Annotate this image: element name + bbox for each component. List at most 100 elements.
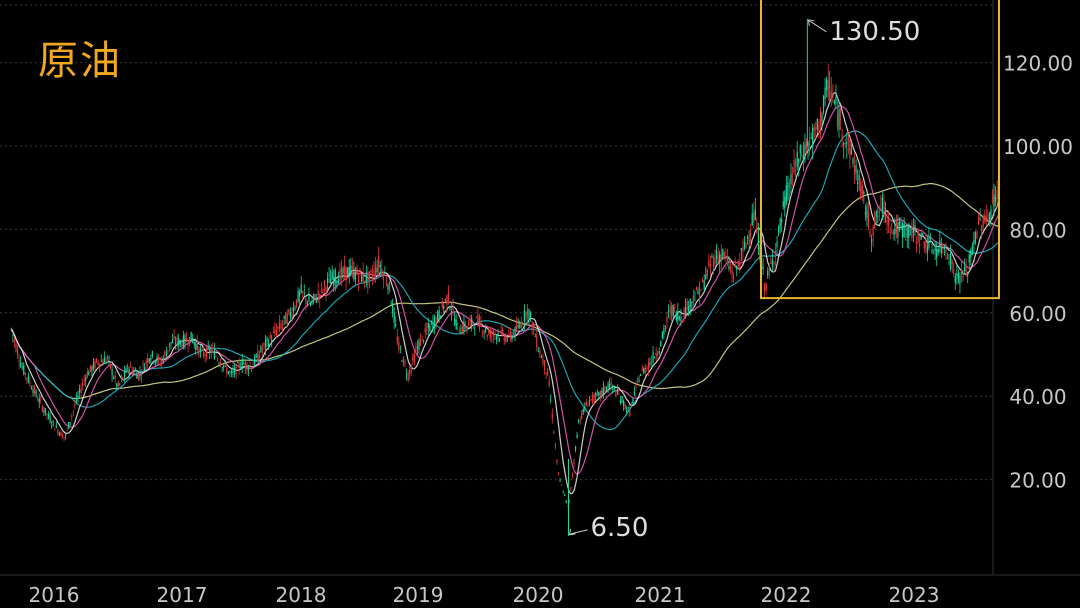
candle-body [450, 311, 453, 313]
candle-body [86, 372, 88, 378]
candle-body [401, 360, 403, 362]
candle-body [640, 374, 642, 377]
candle-body [72, 410, 74, 412]
candle-body [198, 347, 200, 356]
candle-body [374, 264, 377, 276]
candle-body [691, 301, 693, 303]
candle-body [987, 218, 989, 220]
candle-body [748, 240, 750, 242]
candle-body [312, 294, 315, 299]
candle-body [24, 372, 26, 376]
candle-body [957, 273, 959, 279]
candle-body [818, 125, 820, 131]
candle-body [657, 354, 659, 356]
candle-body [333, 276, 335, 286]
candle-body [164, 351, 166, 353]
candle-body [756, 221, 758, 234]
candle-body [968, 254, 970, 263]
candle-body [943, 245, 946, 250]
candle-body [130, 365, 132, 368]
candle-body [719, 253, 721, 264]
candle-body [945, 249, 947, 253]
candle-body [368, 271, 370, 280]
candle-body [568, 500, 570, 503]
candle-body [612, 385, 614, 388]
candle-body [66, 428, 68, 430]
candle-body [274, 328, 276, 334]
candle-body [388, 281, 391, 292]
candle-body [91, 366, 93, 372]
annotation-label: 6.50 [591, 513, 649, 543]
candle-body [616, 389, 618, 393]
candle-body [557, 473, 560, 475]
candle-body [684, 307, 687, 317]
candle-body [519, 325, 521, 328]
candle-body [412, 356, 414, 361]
candle-body [233, 367, 236, 373]
candle-body [322, 289, 324, 294]
annotation-arrow [569, 528, 576, 536]
candle-body [833, 100, 835, 104]
candle-body [382, 272, 384, 281]
candle-body [46, 413, 48, 415]
candle-body [373, 269, 375, 276]
candle-body [739, 262, 741, 269]
candle-body [860, 181, 862, 198]
candle-body [582, 409, 584, 412]
candle-body [967, 272, 969, 277]
candle-body [357, 276, 360, 283]
candle-body [647, 362, 649, 370]
candle-body [12, 334, 14, 336]
candle-body [815, 128, 817, 130]
candle-body [10, 328, 12, 330]
candle-body [993, 194, 995, 208]
candle-body [83, 380, 85, 382]
candle-body [413, 353, 415, 363]
candle-body [970, 250, 972, 258]
candle-body [32, 389, 34, 393]
candle-body [694, 299, 696, 301]
candle-body [362, 271, 364, 281]
candle-body [35, 391, 37, 396]
candle-body [57, 429, 59, 434]
candle-body [771, 259, 773, 266]
candle-body [706, 268, 708, 277]
candle-body [109, 364, 112, 369]
candle-body [736, 266, 738, 269]
candle-body [466, 325, 468, 329]
candle-body [698, 283, 701, 299]
candle-body [653, 357, 656, 359]
candle-body [268, 343, 270, 348]
candle-body [92, 362, 95, 369]
ma-line-longest [10, 182, 999, 400]
candle-body [254, 356, 256, 365]
candle-body [399, 348, 401, 350]
candle-body [579, 420, 581, 422]
candle-body [796, 151, 798, 167]
candle-body [669, 306, 671, 313]
candle-body [777, 227, 780, 233]
candle-body [576, 434, 578, 439]
candle-body [857, 181, 859, 184]
candle-body [894, 228, 896, 235]
candle-body [991, 198, 994, 199]
x-tick-label: 2016 [29, 583, 80, 607]
candle-body [599, 391, 601, 397]
candle-body [367, 271, 369, 286]
candle-body [54, 428, 56, 430]
candle-body [407, 373, 409, 381]
candle-body [475, 316, 477, 318]
candle-body [526, 308, 529, 317]
candle-body [660, 340, 662, 347]
candle-body [858, 175, 860, 181]
candle-body [477, 314, 479, 324]
y-tick-label: 120.00 [1003, 52, 1073, 76]
candle-body [605, 387, 608, 391]
candle-body [359, 268, 361, 271]
candle-body [99, 363, 101, 367]
candle-body [714, 256, 716, 265]
candle-body [348, 266, 350, 277]
candle-body [807, 142, 809, 152]
candle-body [516, 324, 518, 332]
candle-body [638, 380, 640, 383]
